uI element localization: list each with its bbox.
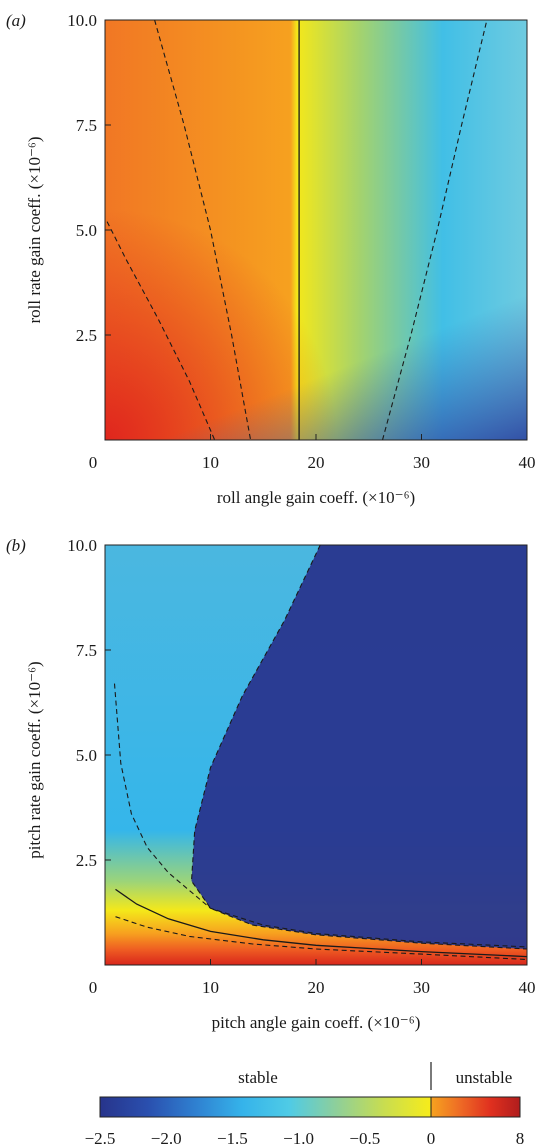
panel-a-xtick-label: 30 [413,453,430,472]
colorbar-tick-label: 8 [516,1129,525,1148]
panel-b-dashed-contour-2 [113,683,527,948]
panel-a-dashed-contour-1 [106,221,216,440]
panel-a-heatmap [105,20,527,440]
panel-a-dashed-contour-2 [154,20,252,440]
panel-b-xticks: 0 10 20 30 40 [89,959,536,997]
panel-b-xtick-label: 40 [519,978,536,997]
colorbar-tick-label: −2.5 [85,1129,116,1148]
panel-b-dashed-contour-1 [115,916,527,961]
panel-a-ytick-label: 10.0 [67,11,97,30]
panel-a-label: (a) [6,11,26,30]
panel-a-xtick-label: 40 [519,453,536,472]
panel-b-xtick-label: 10 [202,978,219,997]
colorbar-tick-label: −1.0 [283,1129,314,1148]
colorbar-tick-label: −1.5 [217,1129,248,1148]
panel-b-contours [113,545,527,961]
panel-a-xtick-label: 20 [308,453,325,472]
colorbar-stable-bar [100,1097,431,1117]
panel-a-xticks: 0 10 20 30 40 [89,434,536,472]
panel-b-ytick-label: 5.0 [76,746,97,765]
panel-a-contours [106,20,488,440]
colorbar-tick-label: 0 [427,1129,436,1148]
panel-b: (b) 0 10 20 30 40 2.5 5.0 7.5 10.0 pitch angle … [6,536,536,1032]
colorbar: stable unstable −2.5 −2.0 −1.5 −1.0 −0.5 0 8 [85,1062,525,1148]
colorbar-stable-label: stable [238,1068,278,1087]
panel-b-heatmap [105,545,527,965]
colorbar-frame [99,1096,521,1118]
panel-a: (a) 0 10 20 30 40 2.5 5.0 7.5 10.0 roll angle g… [6,11,536,507]
colorbar-unstable-bar [431,1097,520,1117]
panel-a-dashed-contour-3 [381,20,488,440]
panel-b-ylabel: pitch rate gain coeff. (×10⁻⁶) [25,661,44,858]
panel-b-ytick-label: 7.5 [76,641,97,660]
colorbar-tick-label: −0.5 [349,1129,380,1148]
panel-a-yticks: 2.5 5.0 7.5 10.0 [67,11,111,345]
panel-a-ytick-label: 5.0 [76,221,97,240]
panel-b-xtick-label: 0 [89,978,98,997]
panel-b-ytick-label: 2.5 [76,851,97,870]
panel-a-ytick-label: 7.5 [76,116,97,135]
panel-a-xlabel: roll angle gain coeff. (×10⁻⁶) [217,488,415,507]
panel-b-yticks: 2.5 5.0 7.5 10.0 [67,536,111,870]
colorbar-tick-label: −2.0 [151,1129,182,1148]
panel-b-ytick-label: 10.0 [67,536,97,555]
panel-b-label: (b) [6,536,26,555]
panel-a-xtick-label: 10 [202,453,219,472]
panel-b-xlabel: pitch angle gain coeff. (×10⁻⁶) [212,1013,421,1032]
panel-a-ylabel: roll rate gain coeff. (×10⁻⁶) [25,136,44,323]
panel-b-xtick-label: 20 [308,978,325,997]
panel-b-stable-core [191,545,527,949]
colorbar-unstable-label: unstable [456,1068,513,1087]
colorbar-ticks: −2.5 −2.0 −1.5 −1.0 −0.5 0 8 [85,1129,525,1148]
panel-a-xtick-label: 0 [89,453,98,472]
panel-a-ytick-label: 2.5 [76,326,97,345]
panel-b-xtick-label: 30 [413,978,430,997]
panel-b-solid-contour [115,888,527,958]
